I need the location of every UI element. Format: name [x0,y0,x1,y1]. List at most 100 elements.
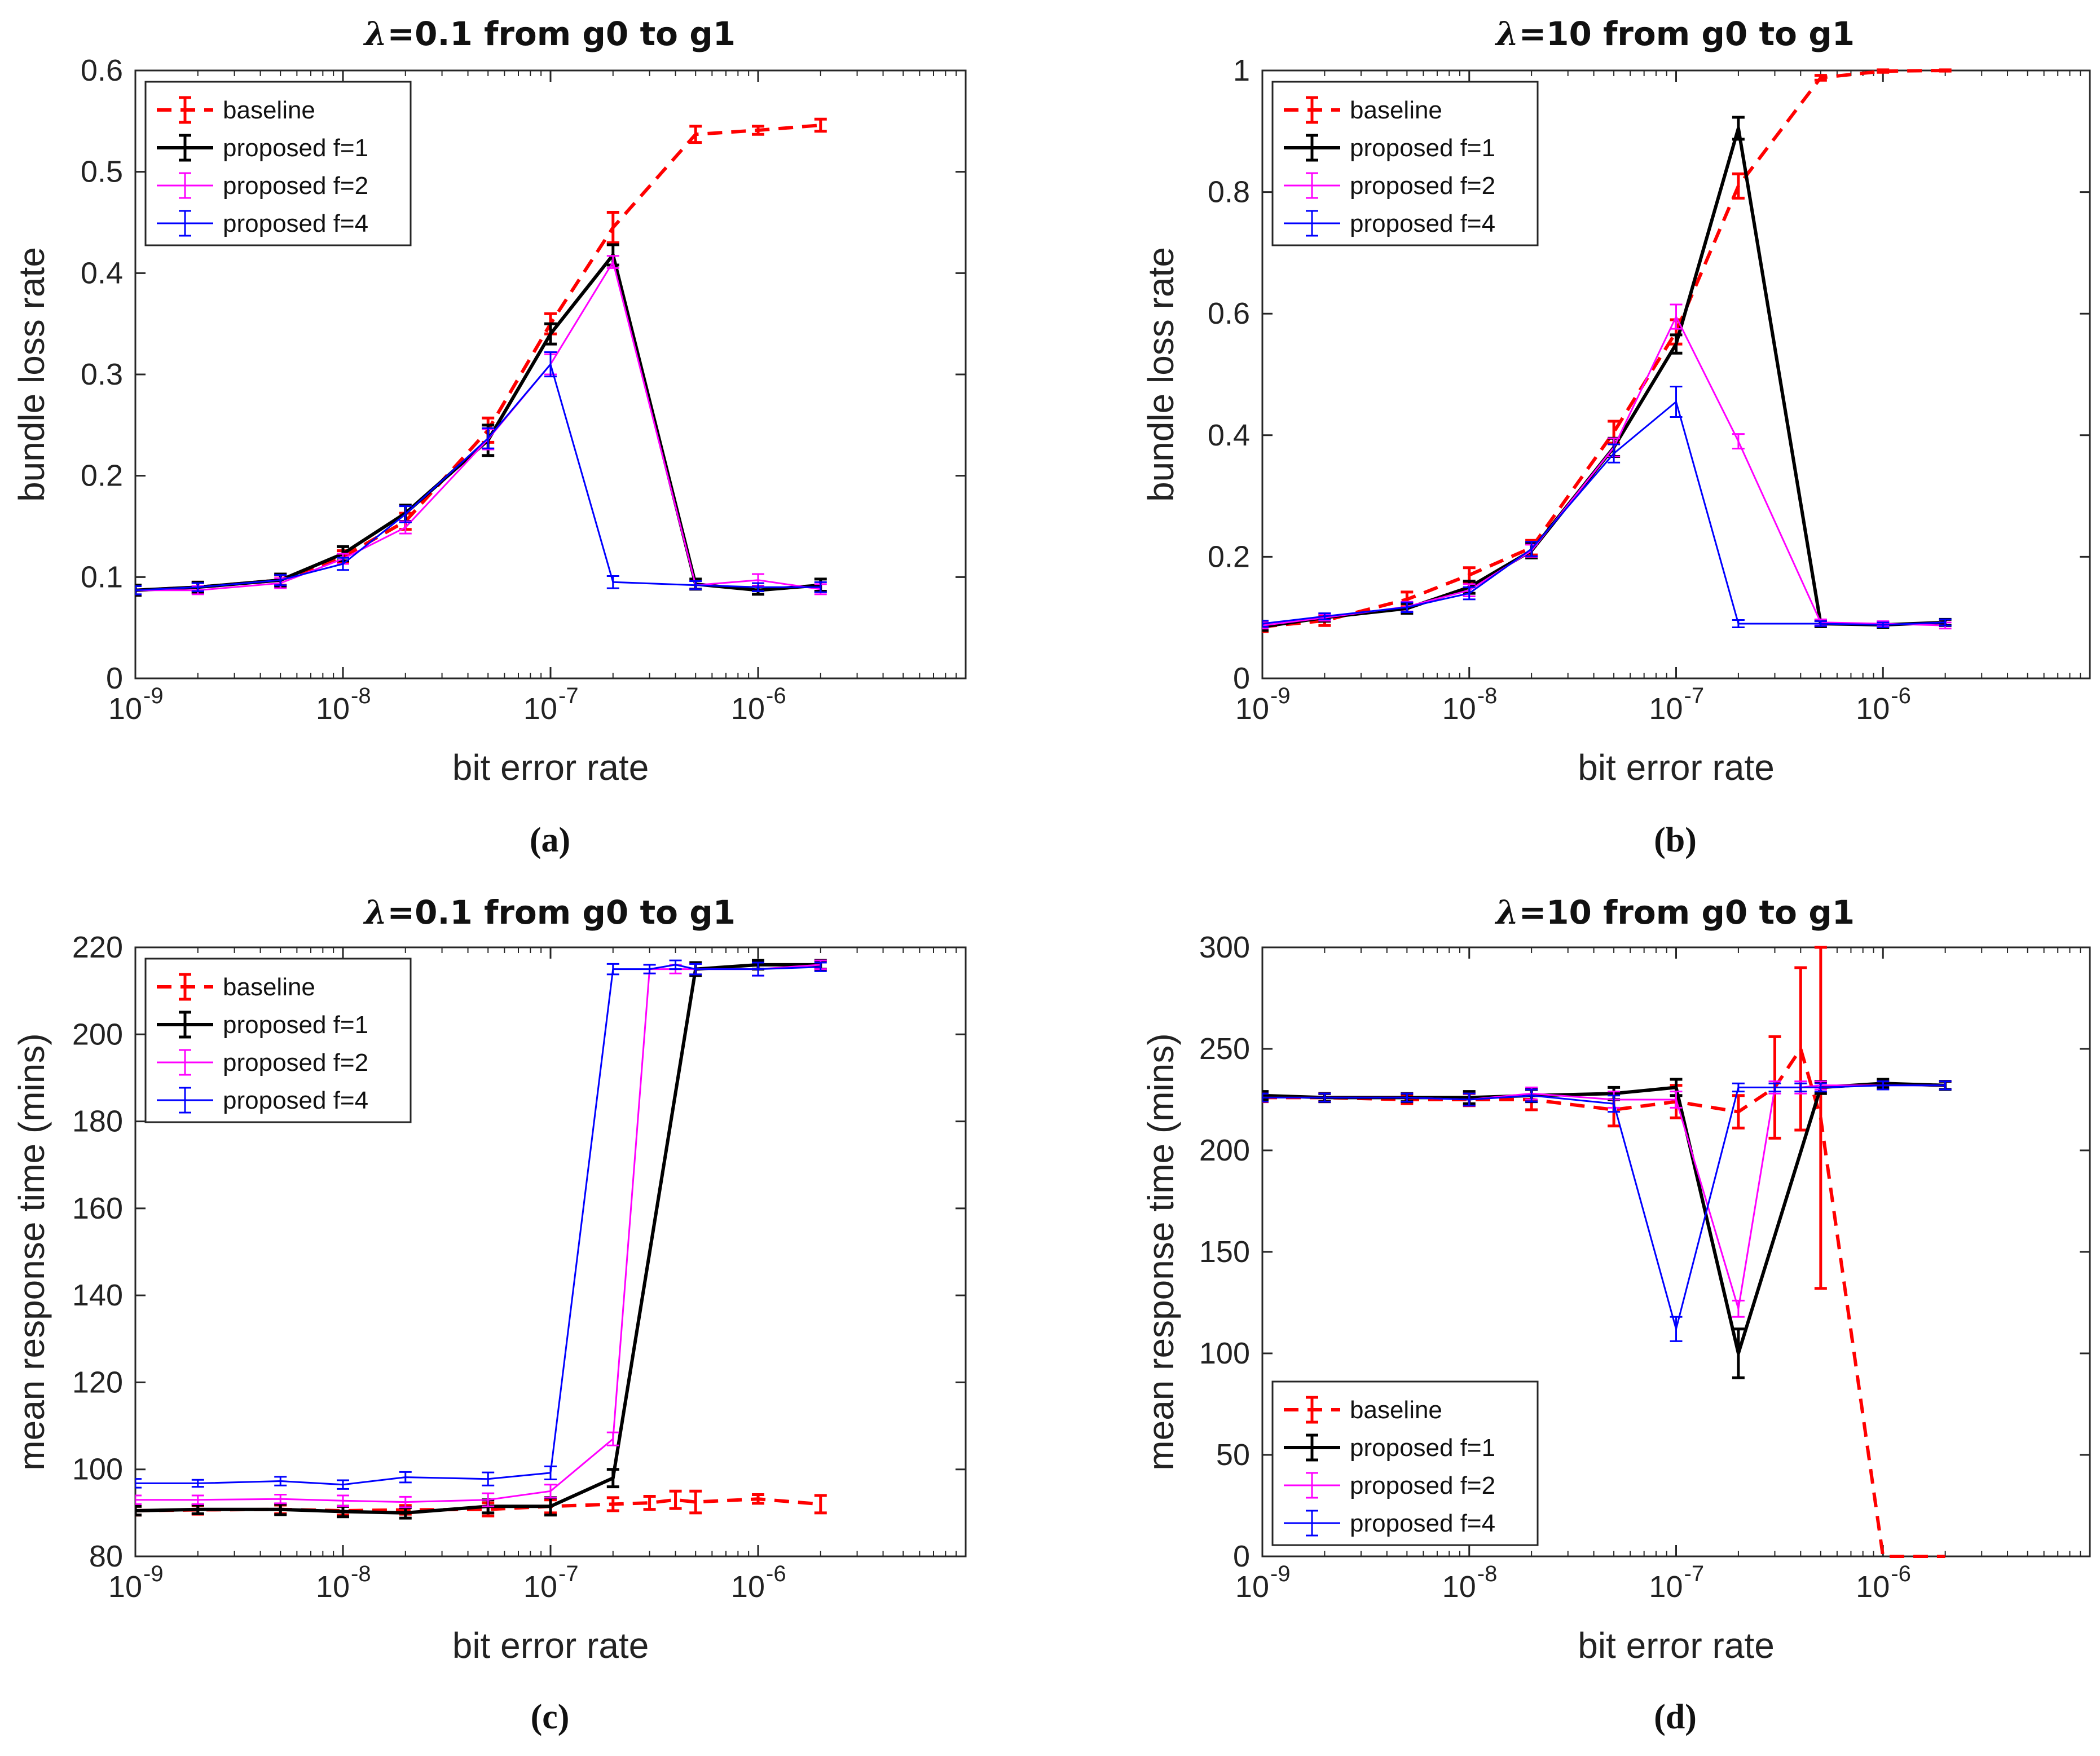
y-axis-label: bundle loss rate [11,247,52,502]
y-tick-label: 100 [72,1453,123,1486]
chart-title: λ=0.1 from g0 to g1 [363,893,736,932]
x-tick-label: 10 [316,692,350,726]
chart-title: λ=10 from g0 to g1 [1494,15,1855,53]
x-tick-exponent: -6 [1891,683,1911,708]
x-tick-exponent: -6 [766,1561,786,1586]
x-tick-label: 10 [1235,1570,1269,1604]
y-tick-label: 250 [1199,1032,1250,1066]
x-tick-exponent: -7 [1684,683,1705,708]
y-tick-label: 100 [1199,1336,1250,1370]
y-tick-label: 0 [1233,661,1250,695]
y-tick-label: 160 [72,1192,123,1225]
legend-label: proposed f=2 [1350,1472,1495,1499]
series-proposed-f-4 [135,959,827,1490]
y-tick-label: 50 [1216,1438,1250,1472]
x-tick-exponent: -9 [1270,683,1291,708]
x-tick-label: 10 [1235,692,1269,726]
x-tick-label: 10 [1649,692,1683,726]
y-tick-label: 0.2 [1208,540,1250,573]
chart-title: λ=10 from g0 to g1 [1494,893,1855,932]
x-tick-label: 10 [731,692,765,726]
x-axis-label: bit error rate [452,747,649,788]
x-tick-label: 10 [523,1570,557,1604]
x-tick-exponent: -7 [558,1561,579,1586]
x-tick-exponent: -8 [351,1561,371,1586]
legend-label: proposed f=4 [223,1087,368,1114]
y-tick-label: 0.6 [1208,297,1250,330]
legend: baseline proposed f=1 proposed f=2 proposed… [144,958,412,1123]
legend-label: proposed f=4 [223,210,368,237]
x-tick-exponent: -9 [143,683,164,708]
y-axis-label: bundle loss rate [1141,247,1181,502]
title-lambda: λ [1494,893,1519,932]
y-tick-label: 0 [106,661,123,695]
x-axis-label: bit error rate [452,1625,649,1666]
x-tick-exponent: -9 [1270,1561,1291,1586]
chart-title: λ=0.1 from g0 to g1 [363,15,736,53]
title-lambda: λ [1494,15,1519,53]
y-tick-label: 0.6 [81,54,123,87]
y-tick-label: 0.1 [81,560,123,594]
series-proposed-f-4 [1262,1080,1952,1342]
legend-label: proposed f=2 [223,1049,368,1076]
title-text: =10 from g0 to g1 [1519,893,1855,932]
title-text: =0.1 from g0 to g1 [388,893,736,932]
x-tick-label: 10 [731,1570,765,1604]
x-tick-exponent: -8 [351,683,371,708]
series-proposed-f-4 [135,351,827,595]
panel-caption: (c) [531,1698,570,1736]
y-tick-label: 150 [1199,1235,1250,1269]
legend-label: baseline [1350,96,1442,124]
x-tick-label: 10 [1442,1570,1476,1604]
y-tick-label: 0.8 [1208,175,1250,209]
legend: baseline proposed f=1 proposed f=2 proposed… [1271,1380,1539,1546]
y-tick-label: 0.4 [81,256,123,290]
legend-label: baseline [223,973,315,1001]
title-lambda: λ [363,893,388,932]
y-tick-label: 0.2 [81,459,123,493]
x-tick-label: 10 [108,1570,142,1604]
x-tick-label: 10 [316,1570,350,1604]
y-tick-label: 140 [72,1278,123,1312]
x-tick-exponent: -9 [143,1561,164,1586]
y-tick-label: 200 [1199,1133,1250,1167]
x-tick-exponent: -6 [1891,1561,1911,1586]
y-tick-label: 0 [1233,1539,1250,1573]
legend: baseline proposed f=1 proposed f=2 proposed… [144,81,412,246]
x-tick-exponent: -7 [558,683,579,708]
panel-caption: (a) [530,821,570,859]
series-line [1262,69,1945,629]
x-axis-label: bit error rate [1578,747,1775,788]
y-tick-label: 300 [1199,930,1250,964]
panel-caption: (b) [1654,821,1697,859]
x-tick-exponent: -7 [1684,1561,1705,1586]
y-tick-label: 200 [72,1017,123,1051]
legend: baseline proposed f=1 proposed f=2 proposed… [1271,81,1539,246]
x-tick-label: 10 [1856,692,1890,726]
x-tick-exponent: -8 [1477,683,1498,708]
legend-label: proposed f=1 [1350,134,1495,162]
title-text: =0.1 from g0 to g1 [388,15,736,53]
y-tick-label: 220 [72,930,123,964]
legend-label: proposed f=1 [1350,1434,1495,1462]
legend-label: baseline [223,96,315,124]
y-tick-label: 0.3 [81,358,123,391]
title-lambda: λ [363,15,388,53]
x-tick-label: 10 [1442,692,1476,726]
x-tick-exponent: -6 [766,683,786,708]
x-tick-label: 10 [108,692,142,726]
legend-label: proposed f=1 [223,134,368,162]
y-tick-label: 80 [89,1539,123,1573]
x-tick-label: 10 [1649,1570,1683,1604]
legend-label: proposed f=4 [1350,210,1495,237]
y-tick-label: 180 [72,1105,123,1139]
x-axis-label: bit error rate [1578,1625,1775,1666]
series-proposed-f-4 [1262,386,1952,628]
y-axis-label: mean response time (mins) [1141,1033,1181,1470]
legend-label: proposed f=2 [1350,172,1495,200]
